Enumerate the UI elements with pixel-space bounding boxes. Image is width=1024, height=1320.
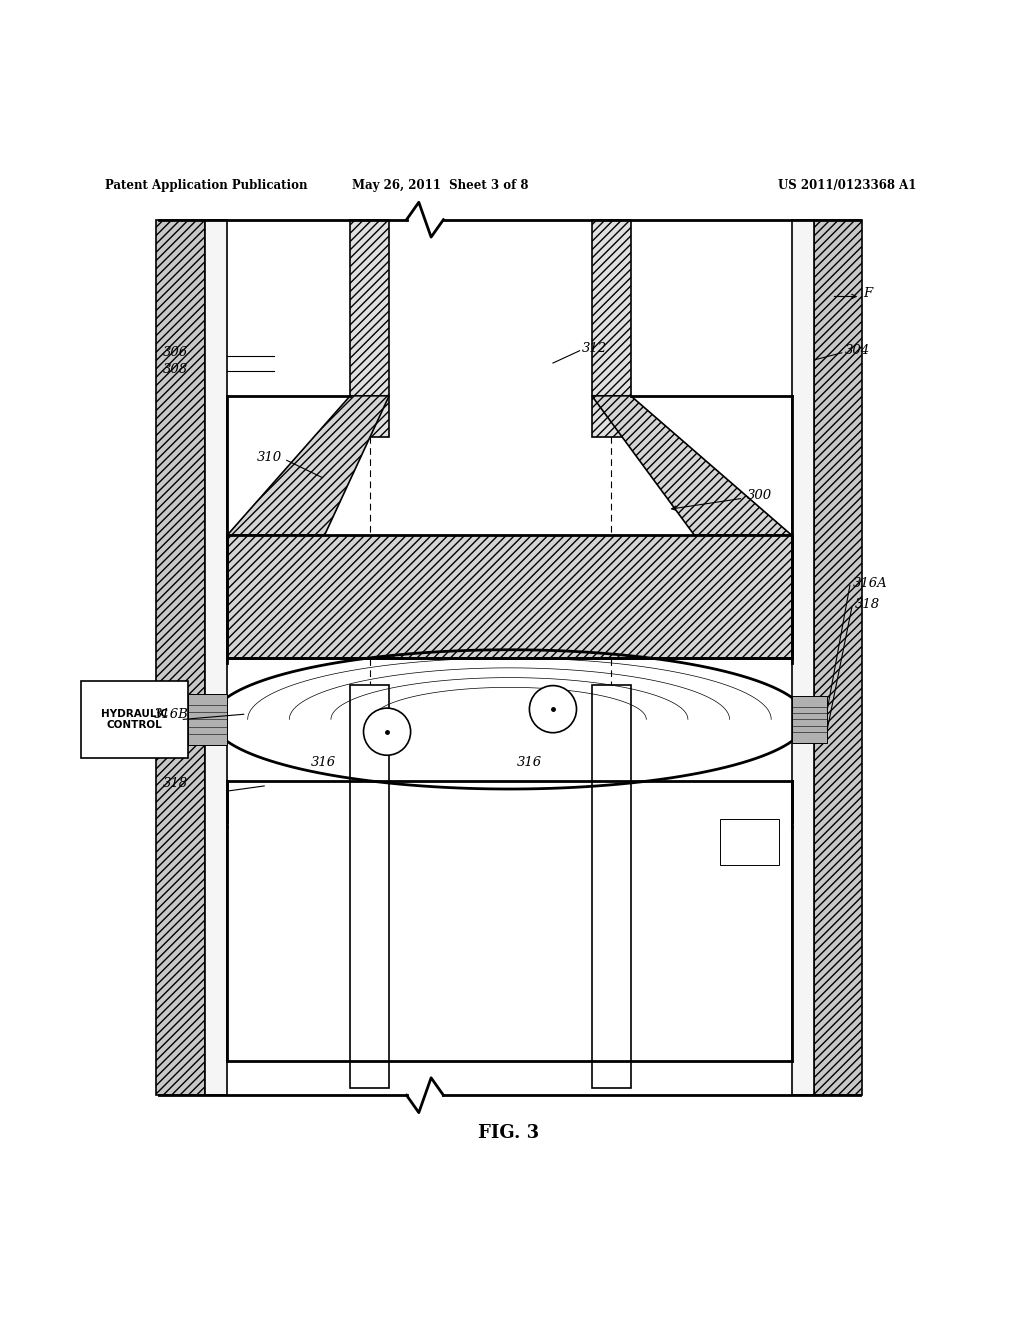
Text: 316B: 316B xyxy=(154,708,188,721)
Text: FIG. 3: FIG. 3 xyxy=(478,1125,540,1142)
Text: May 26, 2011  Sheet 3 of 8: May 26, 2011 Sheet 3 of 8 xyxy=(352,180,528,193)
Bar xyxy=(720,818,779,865)
Text: 312: 312 xyxy=(582,342,607,355)
Text: 316: 316 xyxy=(517,756,543,768)
Polygon shape xyxy=(592,685,631,1088)
Text: 304: 304 xyxy=(845,345,870,358)
Polygon shape xyxy=(205,219,227,1096)
Text: 308: 308 xyxy=(163,363,188,376)
Text: 306: 306 xyxy=(163,346,188,359)
Polygon shape xyxy=(227,396,389,535)
Text: 316: 316 xyxy=(310,756,336,768)
Text: 316A: 316A xyxy=(853,577,888,590)
Polygon shape xyxy=(350,685,389,1088)
Text: 318: 318 xyxy=(855,598,881,611)
Circle shape xyxy=(364,708,411,755)
Polygon shape xyxy=(592,396,792,535)
Polygon shape xyxy=(350,219,389,437)
Text: F: F xyxy=(863,286,872,300)
Polygon shape xyxy=(814,219,862,1096)
Polygon shape xyxy=(792,219,814,1096)
Text: Patent Application Publication: Patent Application Publication xyxy=(105,180,308,193)
Text: US 2011/0123368 A1: US 2011/0123368 A1 xyxy=(778,180,916,193)
Text: 318: 318 xyxy=(163,777,188,791)
Bar xyxy=(81,681,188,758)
Bar xyxy=(188,694,227,744)
Text: 300: 300 xyxy=(746,488,772,502)
Polygon shape xyxy=(156,219,205,1096)
Polygon shape xyxy=(592,219,631,437)
Circle shape xyxy=(529,685,577,733)
Polygon shape xyxy=(227,535,792,657)
Bar xyxy=(792,696,827,743)
Text: HYDRAULIC
CONTROL: HYDRAULIC CONTROL xyxy=(101,709,168,730)
Text: 310: 310 xyxy=(256,450,282,463)
